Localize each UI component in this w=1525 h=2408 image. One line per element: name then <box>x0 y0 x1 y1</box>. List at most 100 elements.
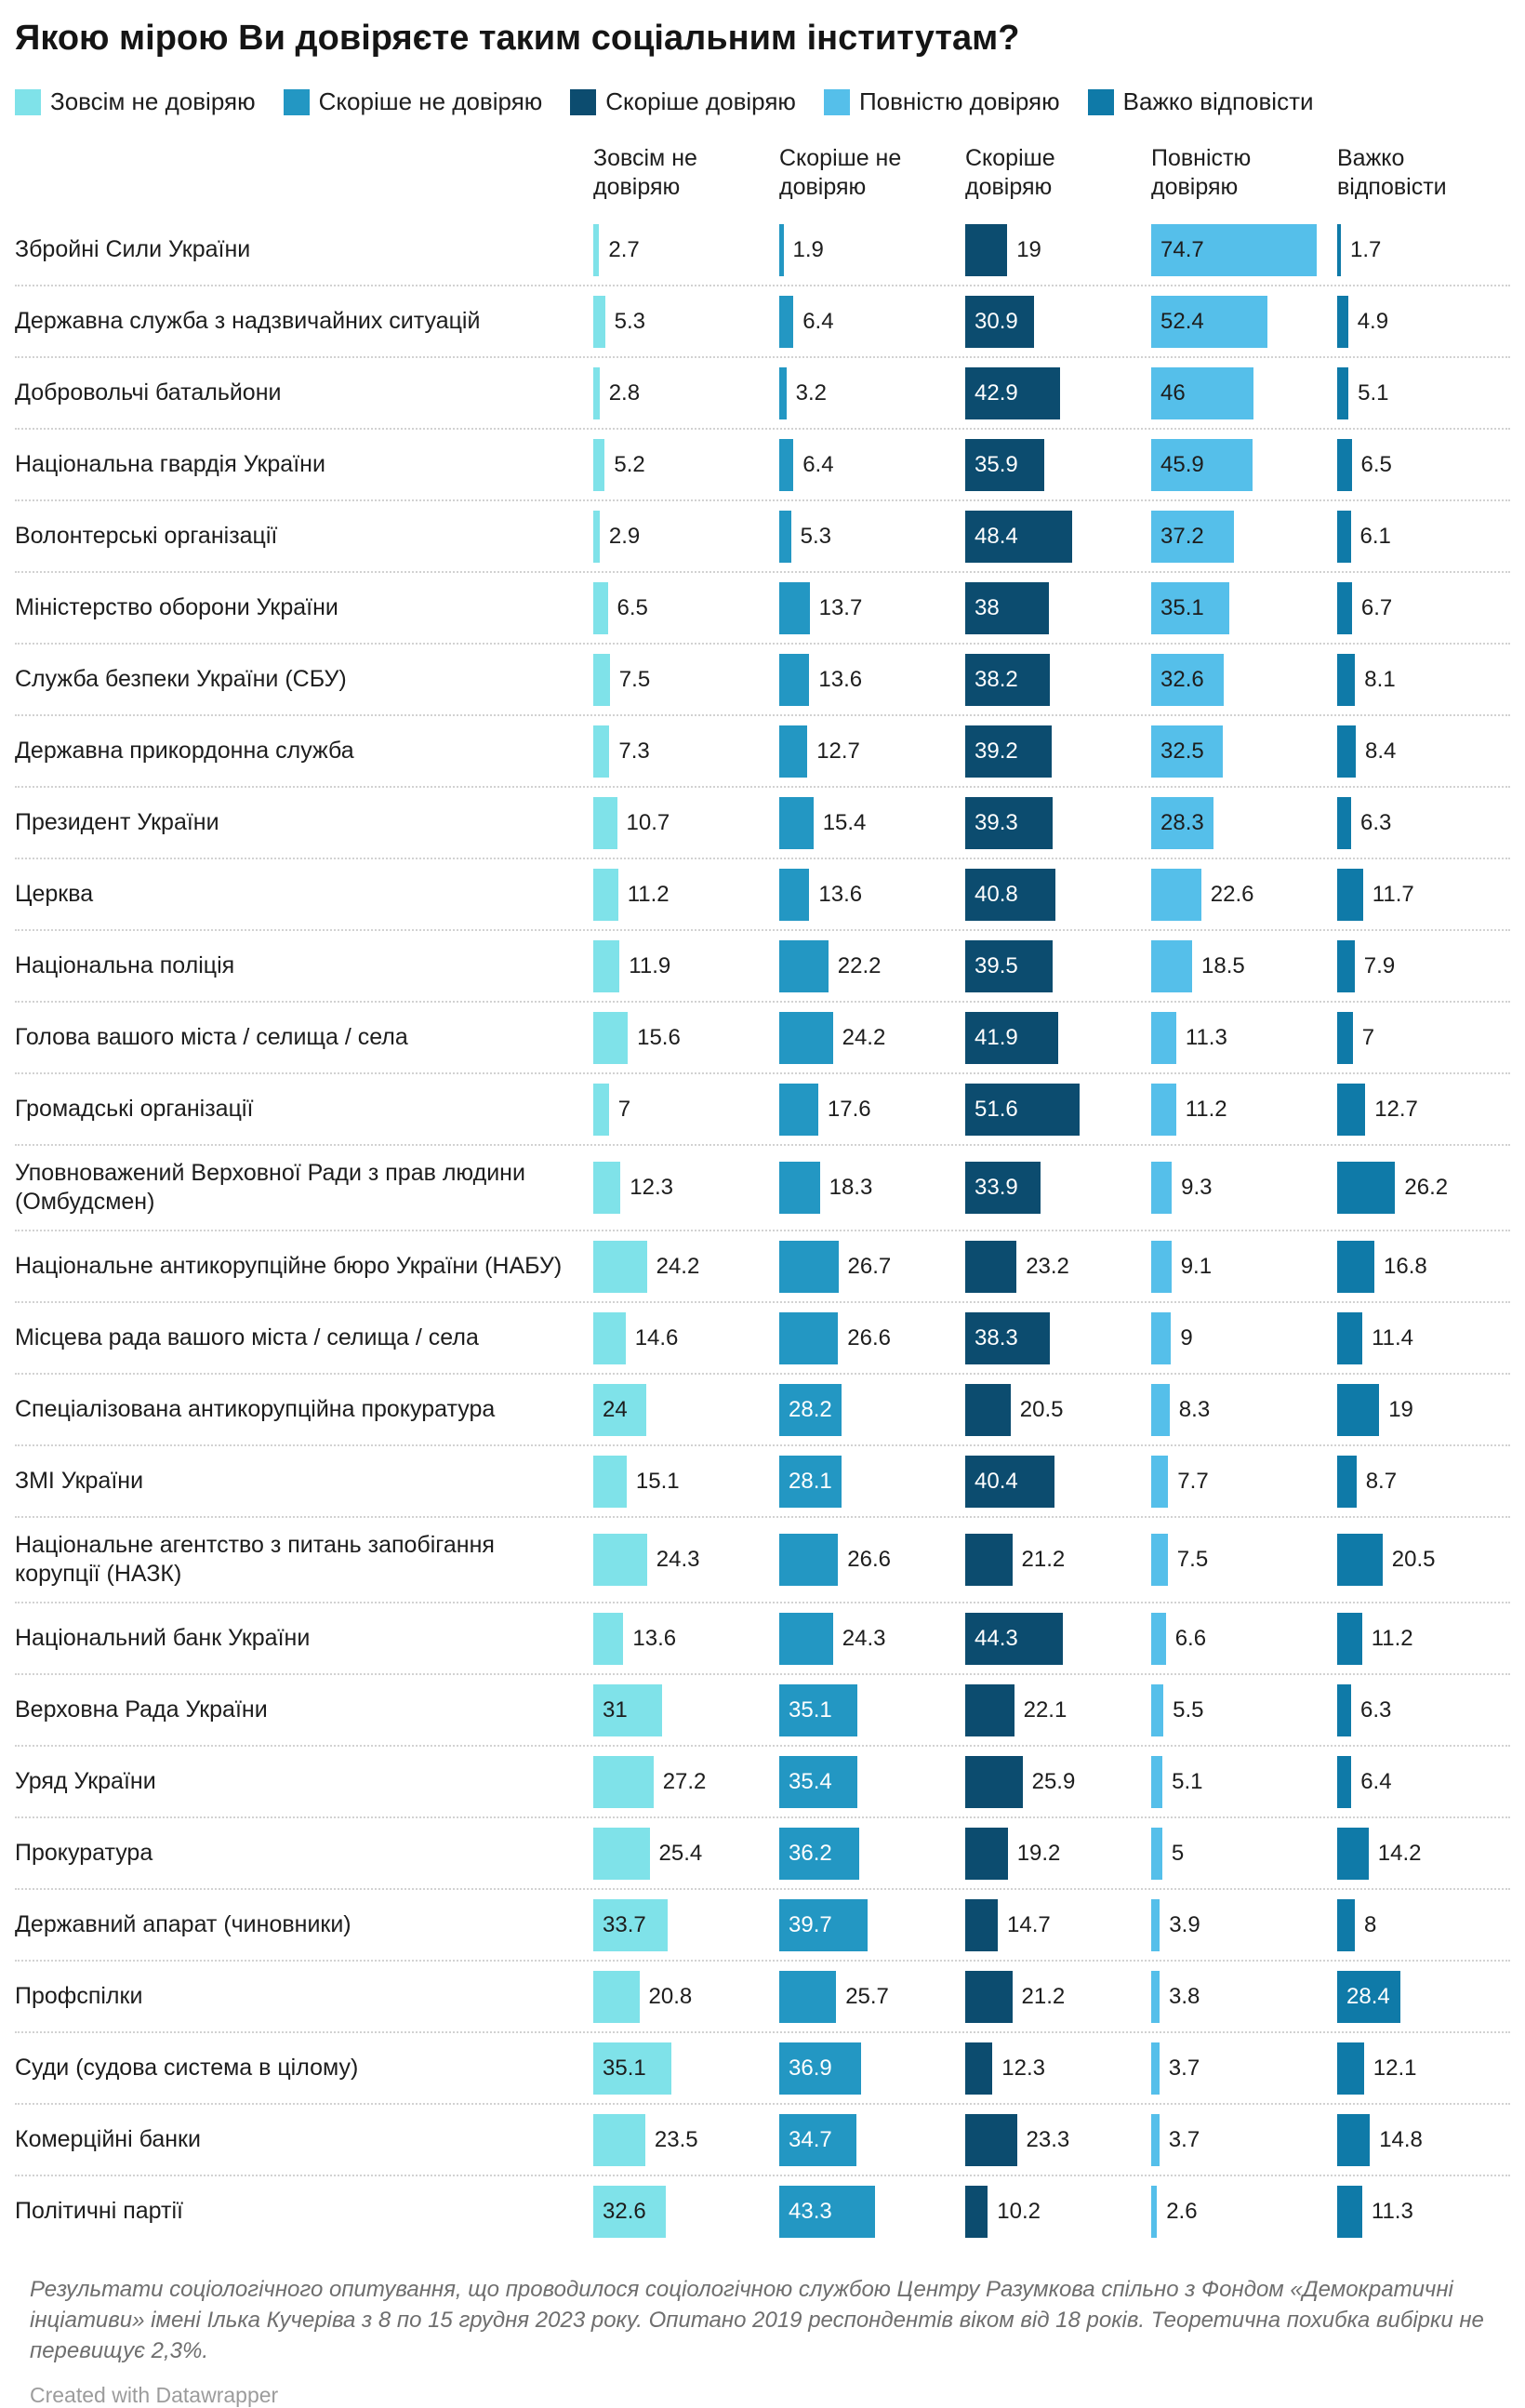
row-label: Місцева рада вашого міста / селища / сел… <box>15 1324 479 1350</box>
value-label: 19 <box>1388 1396 1413 1422</box>
value-label: 51.6 <box>975 1096 1018 1122</box>
bar-cell: 30.9 <box>965 286 1151 356</box>
bar: 35.1 <box>593 2042 671 2095</box>
bar <box>593 1455 627 1508</box>
bar-cell: 3.8 <box>1151 1962 1337 2031</box>
value-label: 38.2 <box>975 666 1018 692</box>
table-row: Прокуратура 25.4 36.2 19.2 5 14.2 <box>15 1816 1510 1888</box>
bar <box>593 1827 650 1880</box>
row-label: Національне антикорупційне бюро України … <box>15 1253 563 1279</box>
bar-cell: 51.6 <box>965 1074 1151 1144</box>
value-label: 24.2 <box>656 1253 700 1279</box>
value-label: 1.7 <box>1350 236 1382 262</box>
bar: 39.2 <box>965 725 1053 778</box>
bar <box>1151 868 1201 921</box>
value-label: 19 <box>1016 236 1041 262</box>
value-label: 2.9 <box>608 523 641 549</box>
bar <box>1151 1311 1172 1364</box>
row-label: Добровольчі батальйони <box>15 379 282 406</box>
value-label: 22.2 <box>837 952 882 978</box>
value-label: 12.3 <box>630 1175 674 1200</box>
value-label: 23.5 <box>654 2126 698 2152</box>
bar-cell: 2.6 <box>1151 2176 1337 2246</box>
bar: 44.3 <box>965 1612 1064 1665</box>
bar-cell: 11.2 <box>1337 1603 1523 1673</box>
bar-cell: 18.3 <box>779 1146 965 1230</box>
value-label: 35.1 <box>1160 594 1204 620</box>
row-label: Суди (судова система в цілому) <box>15 2055 359 2081</box>
bar: 38.2 <box>965 653 1050 706</box>
bar <box>1337 725 1356 778</box>
bar-cell: 7.5 <box>593 645 779 714</box>
table-row: Комерційні банки 23.5 34.7 23.3 3.7 14.8 <box>15 2103 1510 2175</box>
legend-item-1: Скоріше не довіряю <box>283 87 542 116</box>
bar-cell: 45.9 <box>1151 430 1337 499</box>
bar-cell: 18.5 <box>1151 931 1337 1001</box>
value-label: 35.1 <box>603 2055 646 2081</box>
row-label: Верховна Рада України <box>15 1696 268 1723</box>
bar-cell: 26.2 <box>1337 1146 1523 1230</box>
bar-cell: 6.3 <box>1337 788 1523 858</box>
bar <box>593 295 605 348</box>
bar-cell: 24.3 <box>593 1518 779 1602</box>
value-label: 39.3 <box>975 809 1018 835</box>
bar <box>1337 1898 1355 1951</box>
bar: 51.6 <box>965 1083 1080 1136</box>
bar-cell: 21.2 <box>965 1518 1151 1602</box>
bar <box>593 939 620 992</box>
bar-cell: 35.1 <box>779 1675 965 1745</box>
bar <box>1337 1455 1357 1508</box>
bar <box>965 223 1008 276</box>
legend-label: Повністю довіряю <box>858 87 1060 115</box>
legend-item-0: Зовсім не довіряю <box>15 87 256 116</box>
bar-cell: 6.6 <box>1151 1603 1337 1673</box>
bar <box>1337 1011 1353 1064</box>
bar-cell: 12.3 <box>965 2033 1151 2103</box>
value-label: 28.3 <box>1160 809 1204 835</box>
value-label: 5 <box>1171 1840 1185 1866</box>
value-label: 14.6 <box>634 1324 679 1350</box>
bar-cell: 20.8 <box>593 1962 779 2031</box>
table-row: Національна гвардія України 5.2 6.4 35.9 45.… <box>15 428 1510 499</box>
bar-cell: 8.3 <box>1151 1375 1337 1444</box>
bar-cell: 6.5 <box>593 573 779 643</box>
bar-cell: 11.2 <box>593 859 779 929</box>
row-label: Національна поліція <box>15 952 235 978</box>
bar-cell: 26.6 <box>779 1303 965 1373</box>
bar <box>1151 2185 1158 2238</box>
legend-label: Скоріше довіряю <box>605 87 796 115</box>
bar-cell: 28.2 <box>779 1375 965 1444</box>
row-label: Громадські організації <box>15 1096 254 1122</box>
bar-cell: 2.7 <box>593 215 779 285</box>
bar <box>1151 1683 1164 1736</box>
bar <box>1337 1383 1380 1436</box>
bar <box>1337 1755 1352 1808</box>
bar-cell: 26.7 <box>779 1231 965 1301</box>
value-label: 9 <box>1180 1324 1193 1350</box>
bar-cell: 7 <box>593 1074 779 1144</box>
bar-cell: 13.6 <box>593 1603 779 1673</box>
value-label: 35.1 <box>789 1696 832 1723</box>
header-spacer <box>15 144 593 202</box>
value-label: 21.2 <box>1021 1983 1066 2009</box>
bar-cell: 22.2 <box>779 931 965 1001</box>
table-row: Президент України 10.7 15.4 39.3 28.3 6.3 <box>15 786 1510 858</box>
bar: 32.6 <box>1151 653 1224 706</box>
bar-cell: 3.2 <box>779 358 965 428</box>
bar-cell: 19 <box>1337 1375 1523 1444</box>
bar <box>779 1083 818 1136</box>
bar-cell: 8.4 <box>1337 716 1523 786</box>
value-label: 25.9 <box>1031 1768 1076 1794</box>
row-label: Церква <box>15 881 94 907</box>
bar <box>965 1683 1014 1736</box>
bar-cell: 13.6 <box>779 645 965 714</box>
value-label: 12.7 <box>1374 1096 1418 1122</box>
bar-cell: 21.2 <box>965 1962 1151 2031</box>
table-row: Уповноважений Верховної Ради з прав люди… <box>15 1144 1510 1230</box>
value-label: 15.6 <box>637 1024 681 1050</box>
value-label: 9.3 <box>1181 1175 1213 1200</box>
value-label: 25.7 <box>845 1983 889 2009</box>
bar: 30.9 <box>965 295 1034 348</box>
value-label: 44.3 <box>975 1625 1018 1651</box>
value-label: 20.8 <box>648 1983 693 2009</box>
